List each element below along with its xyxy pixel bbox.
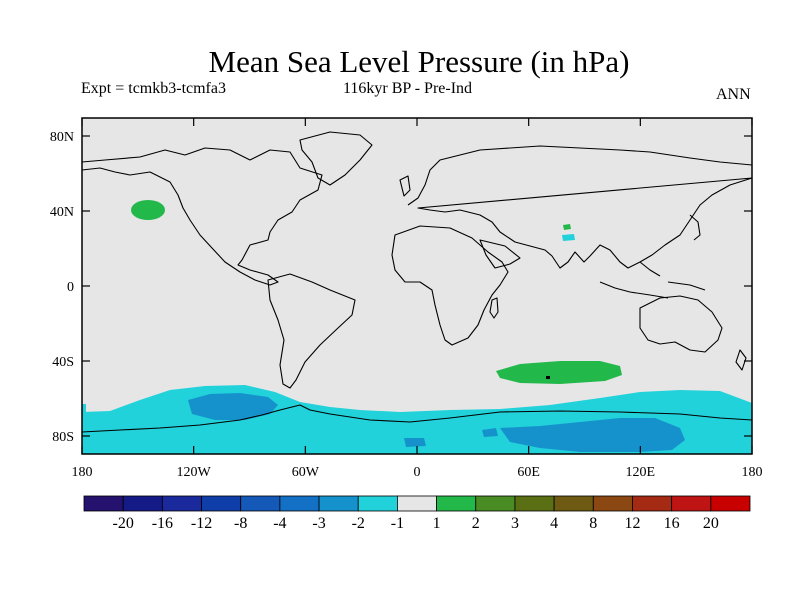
colorbar-label: 20 (703, 515, 719, 532)
coastlines (81, 131, 753, 433)
colorbar-label: -20 (113, 515, 134, 532)
colorbar-swatch (122, 495, 163, 512)
small-blue-region (404, 438, 426, 447)
colorbar-label: 16 (664, 515, 680, 532)
coastline-arabia (479, 239, 521, 269)
colorbar-swatch (240, 495, 281, 512)
map-axes: 80N 40N 0 40S 80S 180 120W 60W 0 60E 120E 180 (50, 118, 763, 480)
colorbar-label: -16 (152, 515, 173, 532)
coastline-eurasia (407, 145, 753, 269)
colorbar-label: -12 (191, 515, 212, 532)
colorbar-label: 12 (624, 515, 640, 532)
lat-tick-label: 80S (52, 430, 74, 445)
coastline-australia (639, 295, 723, 353)
coastline-japan (689, 214, 701, 241)
colorbar-swatch (436, 495, 477, 512)
map-title: Mean Sea Level Pressure (in hPa) (208, 44, 630, 79)
lat-tick-label: 40S (52, 355, 74, 370)
lat-tick-label: 40N (50, 205, 74, 220)
lat-tick-label: 0 (67, 280, 74, 295)
colorbar-label: 4 (550, 515, 558, 532)
north-pacific-green-region (131, 200, 165, 220)
coastline-antarctica (81, 404, 753, 433)
colorbar-swatch (318, 495, 359, 512)
colorbar-label: 2 (472, 515, 480, 532)
colorbar-swatch (514, 495, 555, 512)
lon-tick-label: 180 (742, 465, 763, 480)
colorbar-swatch (397, 495, 437, 512)
indian-sector-blue-region (500, 418, 685, 452)
colorbar-label: 1 (433, 515, 441, 532)
experiment-label: Expt = tcmkb3-tcmfa3 (81, 80, 226, 97)
small-blue-region-2 (482, 428, 498, 437)
colorbar-swatch (475, 495, 516, 512)
lon-tick-label: 180 (72, 465, 93, 480)
period-label: 116kyr BP - Pre-Ind (343, 80, 473, 97)
coastline-north-america (81, 147, 323, 286)
colorbar-swatch (161, 495, 202, 512)
lon-tick-label: 0 (414, 465, 421, 480)
south-indian-green-region (496, 361, 622, 384)
coastline-indonesia (599, 261, 706, 299)
tibet-cyan-region (562, 234, 575, 241)
colorbar-label: 8 (589, 515, 597, 532)
colorbar-swatch (83, 495, 124, 512)
coastline-new-zealand (735, 349, 747, 371)
tibet-green-region (563, 224, 571, 230)
colorbar-label: -4 (273, 515, 286, 532)
pacific-sector-blue-region (188, 393, 278, 420)
lon-tick-label: 60W (292, 465, 320, 480)
season-label: ANN (716, 86, 751, 103)
coastline-greenland (299, 131, 373, 186)
lon-tick-label: 60E (517, 465, 540, 480)
colorbar-swatch (553, 495, 594, 512)
colorbar-swatch (357, 495, 398, 512)
colorbar-swatch (592, 495, 633, 512)
colorbar-swatch (710, 495, 751, 512)
colorbar-label: -8 (234, 515, 247, 532)
coastline-madagascar (489, 297, 499, 319)
colorbar-swatch (201, 495, 242, 512)
colorbar-label: -1 (391, 515, 404, 532)
coastline-uk (399, 175, 411, 197)
coastline-africa (391, 225, 509, 346)
colorbar-swatch (632, 495, 673, 512)
lon-tick-label: 120E (626, 465, 656, 480)
lon-tick-label: 120W (177, 465, 212, 480)
lat-tick-label: 80N (50, 130, 74, 145)
colorbar-label: -3 (312, 515, 325, 532)
west-edge-cyan-region (82, 404, 86, 414)
coastline-south-america (267, 273, 356, 389)
colorbar: -20 -16 -12 -8 -4 -3 -2 -1 1 2 3 4 8 12 16 20 (83, 495, 751, 532)
colorbar-label: 3 (511, 515, 519, 532)
colorbar-swatch (671, 495, 712, 512)
colorbar-label: -2 (352, 515, 365, 532)
marker-dot (546, 376, 550, 379)
colorbar-swatch (279, 495, 320, 512)
